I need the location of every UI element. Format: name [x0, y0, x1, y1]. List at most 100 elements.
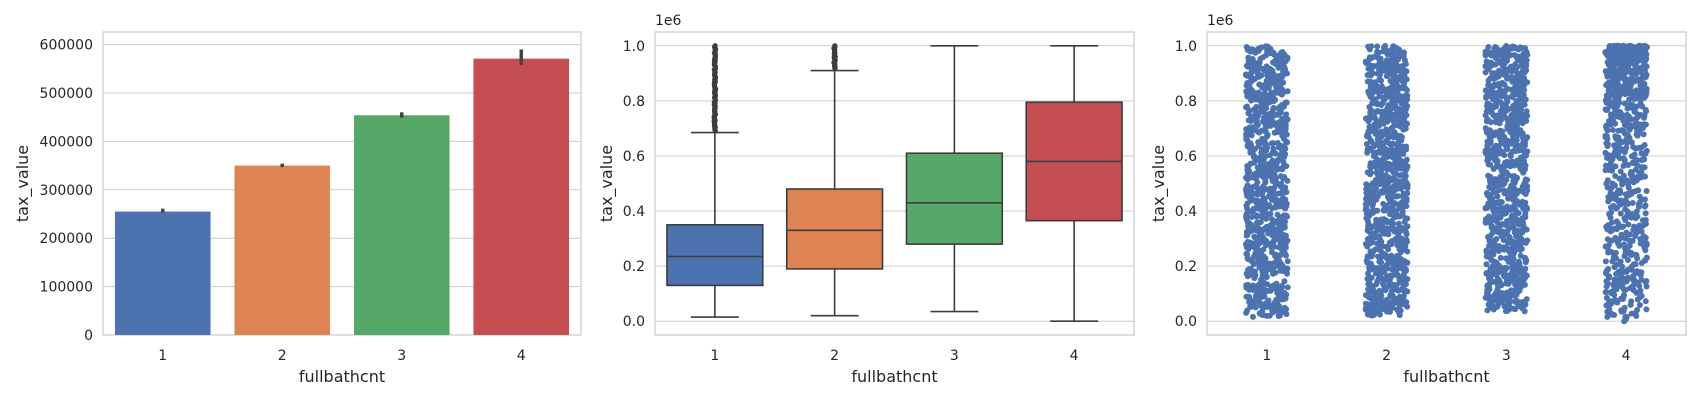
strip-point-2 [1403, 195, 1410, 202]
strip-point-4 [1611, 298, 1618, 305]
strip-point-1 [1263, 105, 1270, 112]
strip-point-1 [1269, 107, 1276, 114]
strip-point-4 [1613, 72, 1620, 79]
strip-point-1 [1270, 227, 1277, 234]
strip-point-4 [1622, 197, 1629, 204]
strip-point-2 [1367, 145, 1374, 152]
strip-point-4 [1608, 237, 1615, 244]
strip-point-2 [1375, 253, 1382, 260]
strip-point-1 [1254, 155, 1261, 162]
strip-point-1 [1274, 59, 1281, 66]
strip-point-2 [1363, 194, 1370, 201]
strip-point-3 [1517, 102, 1524, 109]
strip-point-3 [1510, 110, 1517, 117]
strip-point-4 [1623, 135, 1630, 142]
strip-point-3 [1482, 87, 1489, 94]
strip-point-3 [1497, 59, 1504, 66]
strip-point-1 [1254, 164, 1261, 171]
strip-point-3 [1497, 88, 1504, 95]
y-tick-label: 1.0 [623, 39, 645, 55]
strip-point-1 [1249, 208, 1256, 215]
strip-point-2 [1373, 185, 1380, 192]
strip-point-3 [1492, 155, 1499, 162]
strip-point-3 [1488, 194, 1495, 201]
strip-point-1 [1283, 111, 1290, 118]
strip-point-2 [1398, 50, 1405, 57]
strip-point-3 [1492, 213, 1499, 220]
strip-point-1 [1257, 159, 1264, 166]
axis-offset-label: 1e6 [1207, 13, 1234, 29]
strip-point-2 [1381, 159, 1388, 166]
strip-point-2 [1396, 246, 1403, 253]
strip-point-3 [1509, 268, 1516, 275]
strip-point-3 [1497, 127, 1504, 134]
strip-point-4 [1611, 264, 1618, 271]
strip-point-2 [1378, 264, 1385, 271]
strip-point-1 [1284, 258, 1291, 265]
strip-point-3 [1504, 203, 1511, 210]
strip-point-2 [1365, 281, 1372, 288]
strip-point-3 [1522, 78, 1529, 85]
strip-point-3 [1508, 74, 1515, 81]
strip-point-2 [1392, 235, 1399, 242]
strip-point-3 [1500, 237, 1507, 244]
strip-point-4 [1621, 253, 1628, 260]
strip-point-2 [1401, 278, 1408, 285]
strip-point-3 [1502, 210, 1509, 217]
strip-point-1 [1255, 48, 1262, 55]
strip-point-1 [1268, 89, 1275, 96]
strip-point-1 [1254, 185, 1261, 192]
strip-point-1 [1249, 313, 1256, 320]
strip-point-3 [1517, 187, 1524, 194]
y-tick-label: 200000 [40, 231, 93, 247]
x-tick-label: 4 [517, 348, 526, 364]
strip-point-4 [1614, 225, 1621, 232]
strip-point-1 [1262, 179, 1269, 186]
strip-point-2 [1388, 114, 1395, 121]
strip-point-3 [1487, 174, 1494, 181]
strip-point-2 [1392, 261, 1399, 268]
strip-point-3 [1508, 248, 1515, 255]
strip-point-1 [1245, 266, 1252, 273]
strip-point-1 [1261, 99, 1268, 106]
strip-point-2 [1362, 115, 1369, 122]
strip-point-2 [1388, 257, 1395, 264]
axis-offset-label: 1e6 [655, 13, 682, 29]
strip-point-2 [1388, 221, 1395, 228]
strip-point-2 [1394, 306, 1401, 313]
strip-point-4 [1642, 210, 1649, 217]
strip-point-2 [1386, 174, 1393, 181]
strip-point-3 [1496, 147, 1503, 154]
strip-point-2 [1374, 43, 1381, 50]
strip-point-2 [1403, 231, 1410, 238]
strip-point-1 [1279, 115, 1286, 122]
strip-point-1 [1282, 145, 1289, 152]
strip-point-3 [1510, 220, 1517, 227]
strip-point-2 [1402, 242, 1409, 249]
strip-point-2 [1375, 49, 1382, 56]
strip-point-2 [1366, 46, 1373, 53]
strip-point-2 [1370, 247, 1377, 254]
strip-point-4 [1641, 55, 1648, 62]
strip-point-2 [1377, 84, 1384, 91]
chart-panel-3: 0.0 0.2 0.4 0.6 0.8 1.0 1 2 3 4 fullbathcnt tax_val… [1149, 13, 1687, 386]
y-tick-label: 0.8 [1175, 94, 1197, 110]
strip-point-4 [1626, 96, 1633, 103]
bar-3 [353, 115, 450, 335]
strip-point-1 [1258, 231, 1265, 238]
strip-point-2 [1369, 209, 1376, 216]
y-tick-label: 100000 [40, 280, 93, 296]
strip-point-1 [1252, 108, 1259, 115]
box-3 [905, 152, 1004, 245]
strip-point-4 [1613, 112, 1620, 119]
strip-point-3 [1510, 239, 1517, 246]
strip-point-2 [1369, 128, 1376, 135]
strip-point-1 [1246, 293, 1253, 300]
strip-point-3 [1518, 159, 1525, 166]
strip-point-4 [1622, 191, 1629, 198]
strip-point-1 [1279, 53, 1286, 60]
strip-point-4 [1602, 258, 1609, 265]
strip-point-1 [1266, 186, 1273, 193]
strip-point-1 [1275, 124, 1282, 131]
strip-point-4 [1616, 61, 1623, 68]
